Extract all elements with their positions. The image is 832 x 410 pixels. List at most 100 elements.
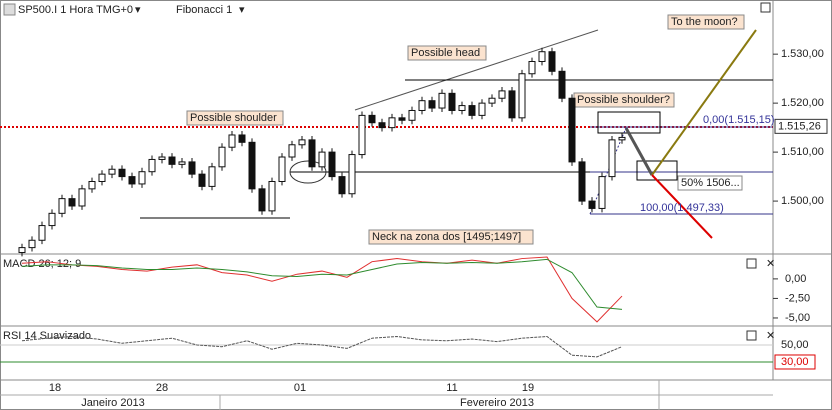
candle-body [208,166,216,187]
candle-body [138,171,146,185]
candle-body [438,92,446,109]
candle-body [198,173,206,187]
close-button[interactable]: ✕ [766,258,775,270]
candle-body [18,247,26,254]
candle-body [168,156,176,165]
candle-body [558,70,566,99]
note-box [407,45,487,61]
note-box [677,175,743,191]
candle-body [588,200,596,209]
candle-body [328,151,336,178]
maximize-button[interactable] [760,2,771,13]
annotation: Possible head [411,47,480,59]
y-tick-label: 1.530,00 [781,48,824,60]
y-tick-label: -5,00 [785,312,810,324]
y-tick-label: 1.520,00 [781,97,824,109]
x-tick-label: 28 [156,382,168,394]
candle-body [278,156,286,182]
candle-body [148,158,156,173]
candle-body [218,146,226,168]
header: SP500.I 1 Hora TMG+0 [18,4,133,16]
symbol-icon[interactable] [3,3,16,16]
candle-body [188,161,196,175]
fib-label: 100,00(1.497,33) [640,202,724,214]
candle-body [378,122,386,129]
tool: Fibonacci 1 [176,4,232,16]
candle-body [248,141,256,190]
candle-body [528,61,536,75]
x-tick-label: 18 [49,382,61,394]
candle-body [398,117,406,121]
candle-body [108,168,116,175]
x-tick-label: 19 [522,382,534,394]
candle-body [268,180,276,212]
candle-body [228,134,236,148]
maximize-button[interactable] [746,258,757,269]
candle-body [298,139,306,146]
candle-body [408,109,416,121]
candle-body [448,92,456,111]
y-tick-label: 30,00 [781,356,809,368]
drawings [0,29,773,239]
candle-body [258,188,266,212]
y-tick-label: 50,00 [781,339,809,351]
panel-title: RSI 14 Suavizado [3,330,91,342]
candle-body [158,156,166,160]
candle-body [418,100,426,111]
candle-body [358,114,366,156]
candle-body [388,117,396,129]
candle-body [618,136,626,141]
ellipse [289,160,327,184]
candle-body [68,198,76,207]
candle-body [238,134,246,143]
candle-body [488,97,496,104]
annotation: Possible shoulder? [577,94,670,106]
arrow [624,127,654,176]
candle-body [458,105,466,111]
candle-body [88,180,96,190]
arrow [651,174,713,239]
candle-body [428,100,436,109]
candle-body [538,51,546,63]
maximize-button[interactable] [746,330,757,341]
caret[interactable]: ▾ [239,4,245,16]
candle-body [58,198,66,214]
candle-body [48,212,56,227]
close-button[interactable]: ✕ [766,330,775,342]
note-box [368,229,534,245]
candle-body [118,168,126,178]
macd-line [21,258,623,310]
candle-body [348,154,356,195]
candle-body [288,144,296,158]
panel-title: MACD 26; 12; 9 [3,258,81,270]
candle-body [478,102,486,116]
candle-body [548,51,556,72]
fib-label: 0,00(1.515,15) [703,114,775,126]
note-box [186,110,284,126]
candle-body [178,161,186,165]
candle-body [318,151,326,168]
caret[interactable]: ▾ [135,4,141,16]
last-price-box [774,118,828,134]
y-tick-label: 1.510,00 [781,146,824,158]
candle-body [568,97,576,163]
tick-box [774,354,816,370]
candle-body [468,105,476,116]
candle-body [578,161,586,202]
y-tick-label: 0,00 [785,273,806,285]
candle-body [598,176,606,209]
candle-body [498,90,506,99]
month-label: Fevereiro 2013 [460,397,534,409]
candle-body [338,176,346,195]
annotation: Neck na zona dos [1495;1497] [372,231,521,243]
candle-body [368,114,376,124]
candle-body [38,225,46,241]
x-tick-label: 11 [446,382,457,394]
candle-body [508,90,516,119]
trendline [354,29,599,111]
candle-body [28,239,36,249]
macd-line [21,256,623,323]
y-tick-label: -2,50 [785,292,810,304]
candle-body [98,173,106,182]
